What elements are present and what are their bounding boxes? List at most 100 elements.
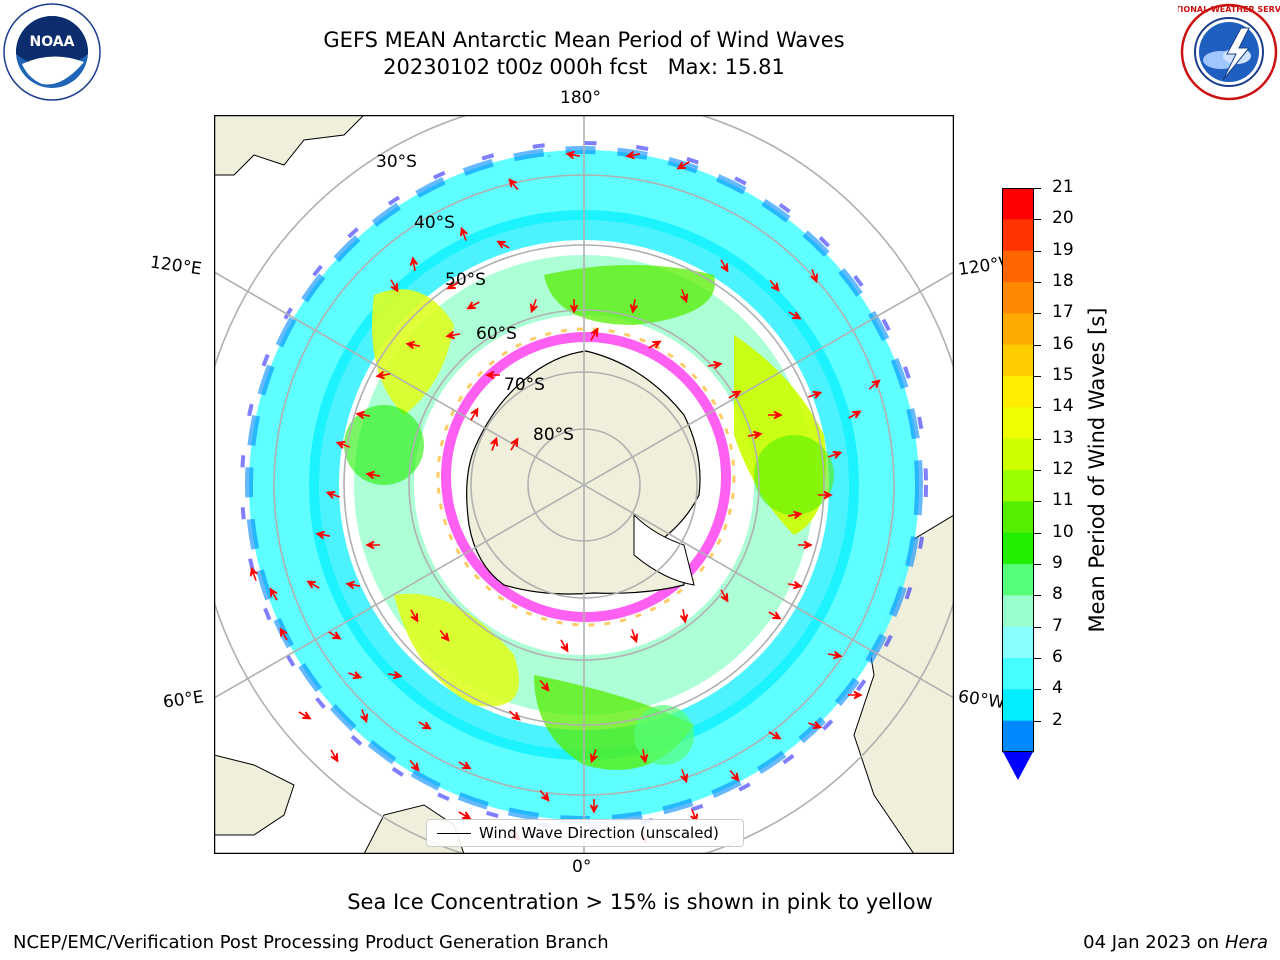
wind-direction-arrow (629, 298, 639, 314)
noaa-logo: NOAA (3, 3, 101, 101)
legend-line-sample (437, 832, 471, 834)
wind-direction-arrow (868, 379, 881, 390)
wind-direction-arrow (458, 761, 472, 770)
colorbar-tick-label: 16 (1052, 333, 1074, 354)
colorbar-tick-mark (1034, 658, 1041, 659)
colorbar-tick-mark (1034, 344, 1041, 346)
wind-direction-arrow (810, 269, 819, 284)
colorbar-tick-mark (1034, 595, 1041, 597)
lat-label-50s: 50°S (445, 270, 486, 290)
wind-direction-arrow (445, 330, 461, 340)
wind-direction-arrow (458, 811, 472, 820)
colorbar-tick-mark (1034, 689, 1041, 691)
wind-direction-arrow (720, 589, 729, 603)
wind-direction-arrow (279, 627, 288, 641)
wind-direction-arrow (707, 360, 723, 370)
land-africa (214, 754, 295, 836)
wind-direction-arrow (306, 580, 320, 589)
colorbar-tick-mark (1034, 470, 1041, 471)
legend-label: Wind Wave Direction (unscaled) (479, 824, 719, 842)
nws-logo-text: NATIONAL WEATHER SERVICE (1178, 5, 1280, 14)
wind-direction-arrow (630, 629, 639, 644)
colorbar-bin (1002, 313, 1034, 346)
wind-direction-arrow (560, 639, 569, 653)
colorbar-tick-mark (1034, 407, 1041, 409)
wind-direction-arrow (490, 436, 499, 451)
land-antarctic-peninsula (633, 513, 695, 586)
colorbar-tick-mark (1034, 188, 1041, 189)
wind-wave-direction-arrows (249, 150, 881, 844)
lat-label-70s: 70°S (504, 375, 545, 395)
colorbar-bin (1002, 407, 1034, 440)
footer-machine: Hera (1224, 932, 1268, 953)
colorbar-bin (1002, 564, 1034, 596)
chart-title-line2: 20230102 t00z 000h fcst Max: 15.81 (383, 55, 785, 79)
colorbar-tick-label: 18 (1052, 271, 1074, 291)
wind-direction-arrow (496, 240, 510, 249)
wind-direction-arrow (848, 410, 862, 419)
colorbar-bin (1002, 595, 1034, 628)
colorbar-tick-label: 21 (1052, 177, 1074, 197)
colorbar-tick-mark (1034, 282, 1041, 283)
colorbar-bin (1002, 438, 1034, 471)
wind-direction-arrow (459, 226, 468, 241)
colorbar-tick-mark (1034, 250, 1041, 252)
lon-label-0: 0° (572, 857, 592, 877)
colorbar-bin (1002, 532, 1034, 565)
colorbar-tick-label: 12 (1052, 459, 1074, 479)
wind-direction-arrow (508, 178, 519, 191)
wind-direction-arrow (446, 281, 460, 290)
wind-direction-arrow (788, 311, 802, 320)
wind-direction-arrow (345, 580, 361, 590)
colorbar-tick-mark (1034, 219, 1041, 221)
wind-direction-arrow (328, 631, 342, 640)
wind-direction-arrow (466, 301, 480, 310)
colorbar-bin (1002, 658, 1034, 690)
wind-direction-arrow (827, 650, 843, 660)
colorbar-tick-label: 4 (1052, 678, 1063, 699)
colorbar-tick-label: 13 (1052, 427, 1074, 448)
wind-direction-arrow (539, 789, 550, 802)
colorbar-tick-label: 11 (1052, 490, 1074, 511)
wind-direction-arrow (348, 671, 363, 680)
colorbar-tick-mark (1034, 313, 1041, 315)
wind-direction-arrow (680, 289, 689, 304)
wind-direction-arrow (676, 161, 690, 170)
wind-direction-arrow (269, 587, 278, 601)
colorbar-tick-label: 19 (1052, 239, 1074, 260)
wind-direction-arrow (787, 510, 803, 520)
wind-direction-arrow (787, 580, 803, 590)
colorbar-tick-mark (1034, 564, 1041, 565)
wind-direction-arrow (768, 410, 783, 420)
wind-direction-arrow (409, 256, 419, 272)
colorbar-bin (1002, 250, 1034, 283)
colorbar-tick-mark (1034, 438, 1041, 440)
lon-label-60w: 60°W (956, 686, 1007, 714)
wind-direction-arrow (565, 150, 581, 160)
colorbar-bin (1002, 689, 1034, 722)
field-patch-indian (372, 289, 454, 415)
colorbar-tick-label: 6 (1052, 647, 1063, 667)
colorbar-tick-label: 2 (1052, 709, 1063, 730)
wind-direction-arrow (589, 799, 599, 814)
colorbar-bin (1002, 720, 1034, 753)
sea-ice-note: Sea Ice Concentration > 15% is shown in … (347, 890, 933, 914)
footer-left: NCEP/EMC/Verification Post Processing Pr… (13, 932, 609, 953)
wind-direction-arrow (769, 279, 780, 292)
colorbar-bin (1002, 344, 1034, 377)
wind-direction-arrow (729, 769, 740, 782)
wind-direction-arrow (439, 629, 450, 642)
colorbar-tick-label: 7 (1052, 615, 1063, 636)
wind-direction-arrow (390, 279, 399, 293)
wind-direction-arrow (639, 748, 649, 764)
colorbar-tick-label: 14 (1052, 396, 1074, 417)
noaa-logo-text: NOAA (30, 34, 75, 50)
graticule (214, 115, 954, 854)
field-patch-atlantic (394, 593, 519, 707)
chart-title-line1: GEFS MEAN Antarctic Mean Period of Wind … (323, 28, 845, 52)
lon-label-120e: 120°E (148, 252, 203, 280)
lat-label-60s: 60°S (476, 324, 517, 344)
wind-direction-arrow (808, 721, 823, 730)
wind-direction-arrow (828, 450, 843, 459)
wind-direction-arrow (298, 711, 312, 720)
